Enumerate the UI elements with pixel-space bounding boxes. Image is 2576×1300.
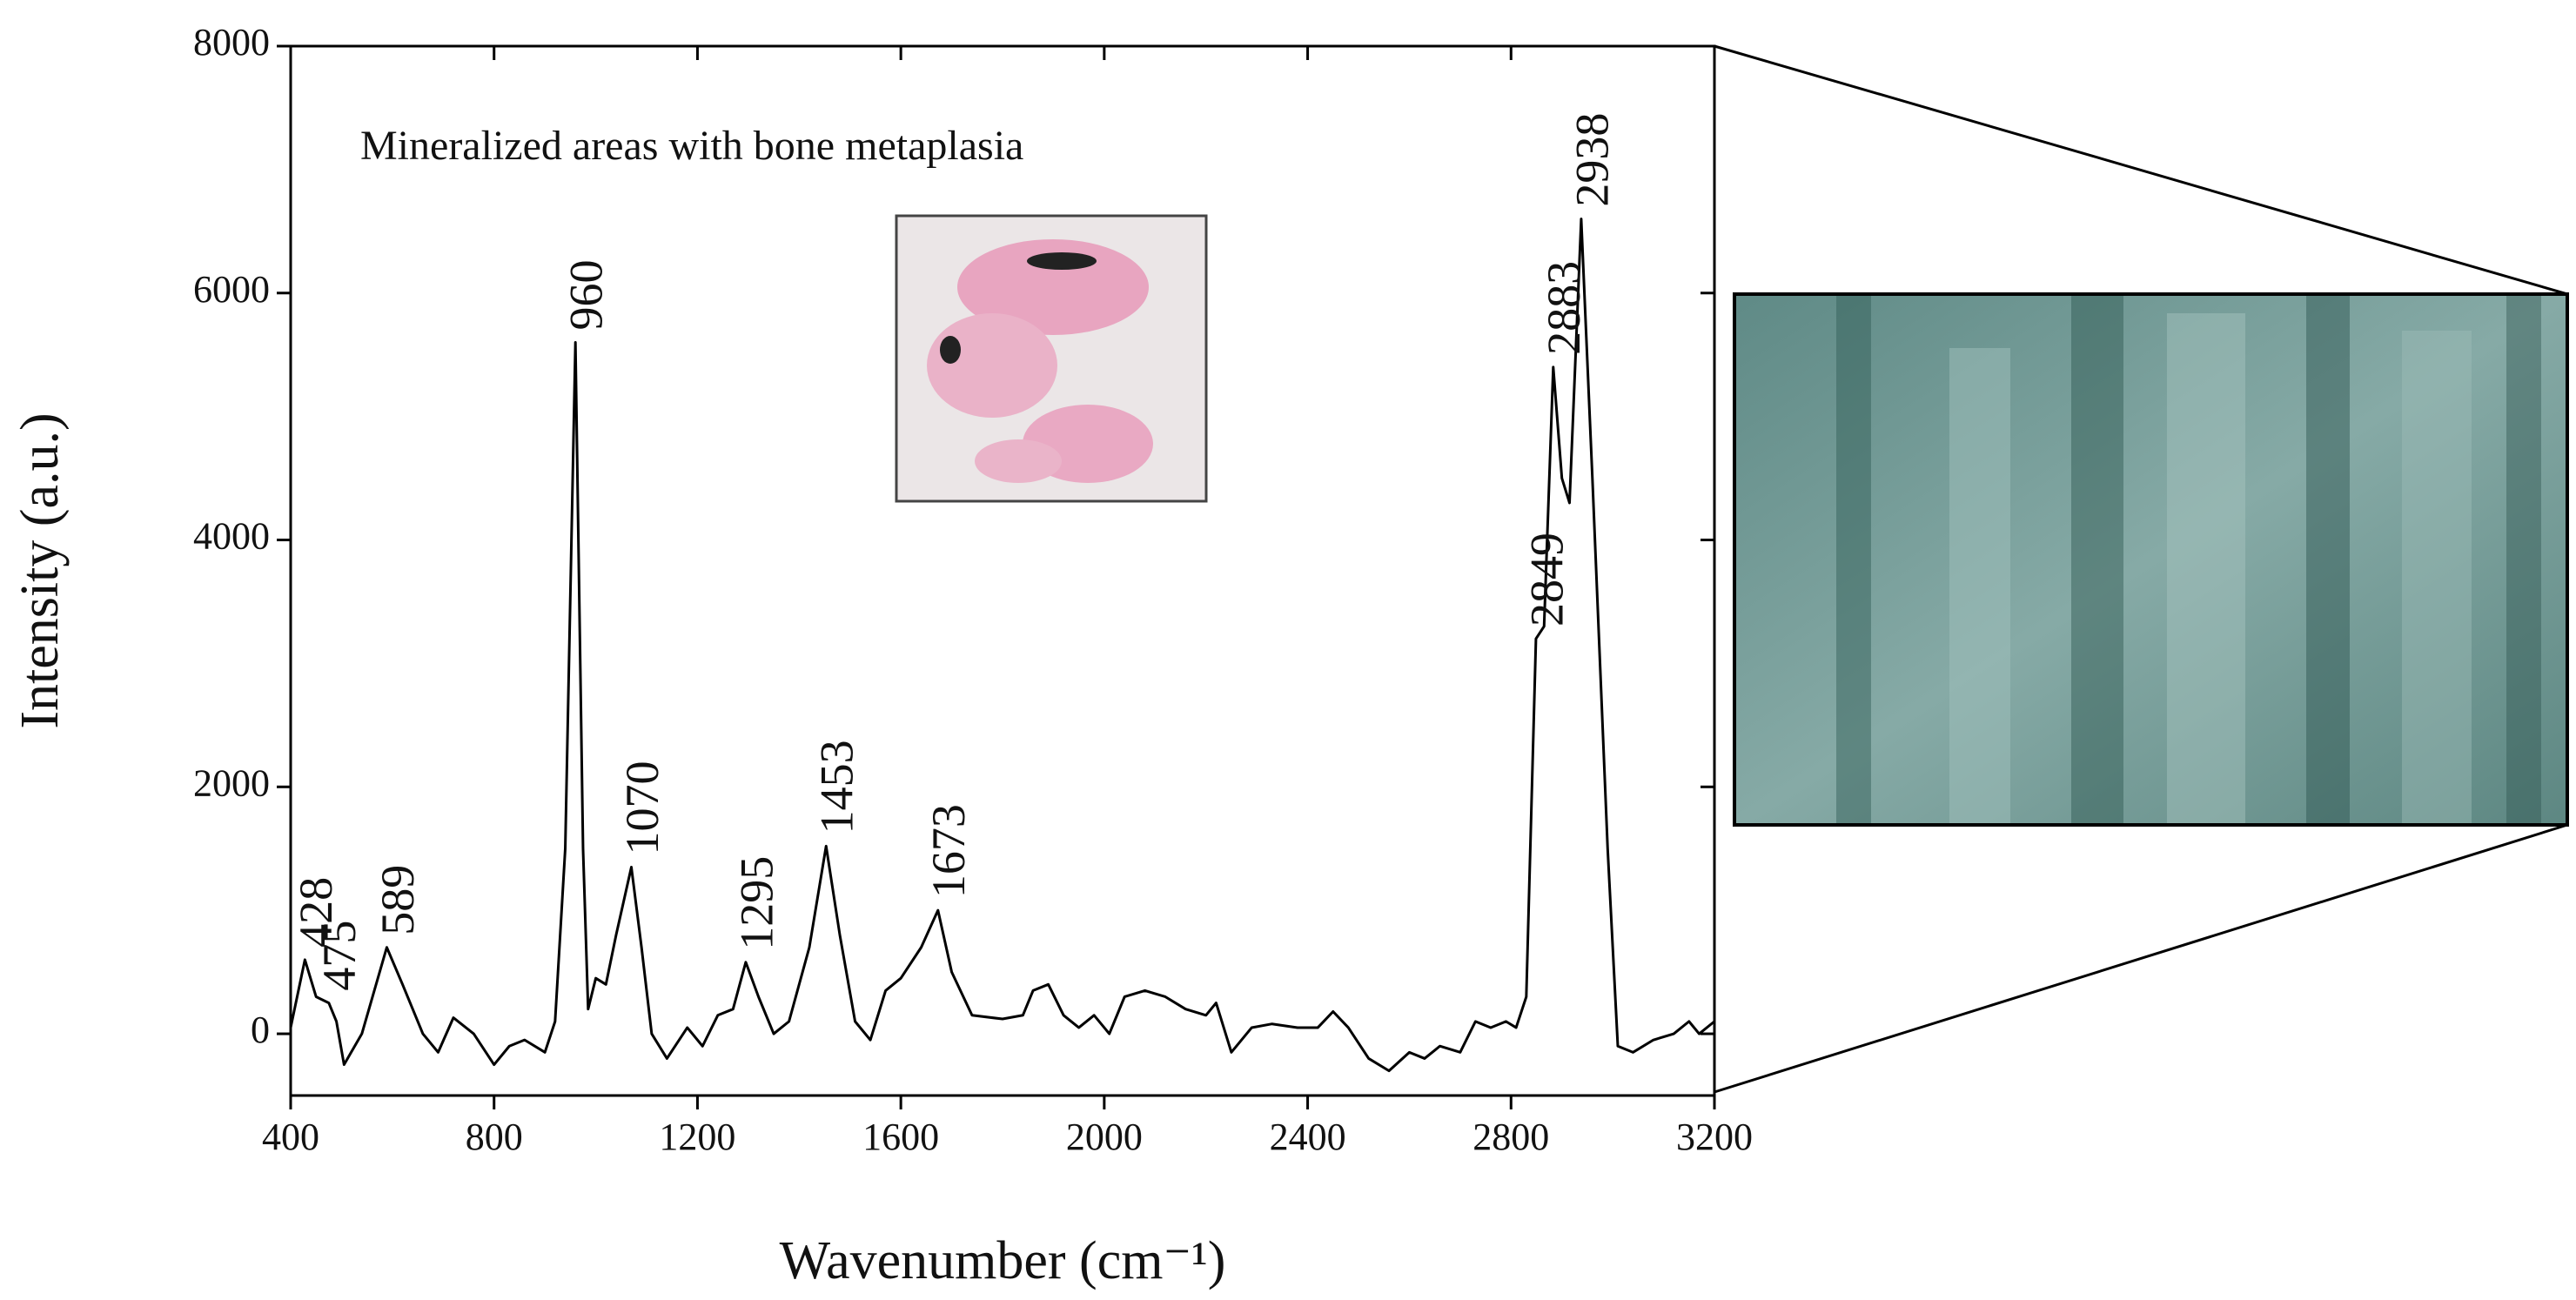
plot-frame [289,44,1716,1097]
peak-label: 1295 [730,856,782,950]
peak-label: 475 [313,921,366,991]
y-tick-label: 8000 [193,21,270,64]
x-axis-label: Wavenumber (cm⁻¹) [780,1231,1226,1290]
micrograph [1733,292,2569,827]
spectrum-line [289,218,1715,1073]
x-tick-label: 800 [466,1116,523,1158]
x-tick-label: 400 [262,1116,319,1158]
annotation: Mineralized areas with bone metaplasia [360,123,1023,169]
zoom-line [1714,44,2568,296]
zoom-line [1714,823,2568,1094]
peak-label: 2883 [1538,261,1590,355]
x-tick-label: 1200 [659,1116,735,1158]
y-tick-label: 4000 [193,515,270,558]
peak-label: 2938 [1566,113,1618,207]
y-tick-label: 6000 [193,268,270,311]
peak-label: 1673 [922,804,975,898]
x-tick-label: 2000 [1066,1116,1143,1158]
y-tick-label: 2000 [193,761,270,804]
x-tick-label: 2800 [1472,1116,1549,1158]
histology-inset [895,214,1208,503]
y-tick-label: 0 [251,1009,270,1051]
peak-label: 1070 [616,761,668,855]
x-tick-label: 2400 [1270,1116,1346,1158]
peak-label: 428 [290,877,342,948]
y-axis-label: Intensity (a.u.) [10,412,70,728]
x-tick-label: 1600 [862,1116,939,1158]
x-tick-label: 3200 [1676,1116,1753,1158]
peak-label: 589 [372,865,424,935]
peak-label: 2849 [1520,533,1573,627]
peak-label: 1453 [811,740,863,834]
peak-label: 960 [560,260,613,331]
